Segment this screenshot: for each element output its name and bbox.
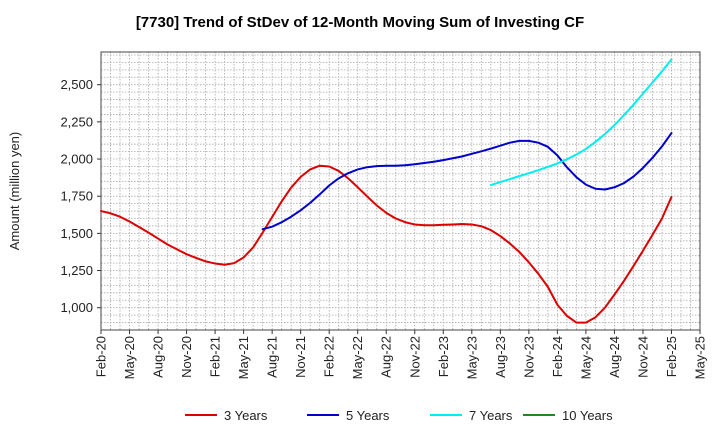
- x-tick-label: May-24: [578, 336, 593, 379]
- plot-border: [100, 51, 701, 331]
- legend-label: 10 Years: [562, 408, 613, 423]
- x-tick-label: Feb-21: [208, 336, 223, 377]
- y-tick-label: 2,500: [60, 77, 93, 92]
- x-tick-label: Aug-21: [265, 336, 280, 378]
- y-tick-label: 1,750: [60, 189, 93, 204]
- series-line-5-years: [261, 132, 673, 231]
- legend-label: 5 Years: [346, 408, 390, 423]
- x-tick-label: May-23: [464, 336, 479, 379]
- y-tick-label: 2,250: [60, 114, 93, 129]
- y-tick-label: 1,250: [60, 263, 93, 278]
- legend-label: 3 Years: [224, 408, 268, 423]
- x-tick-label: Nov-22: [407, 336, 422, 378]
- x-tick-label: Aug-24: [607, 336, 622, 378]
- x-tick-label: Feb-25: [664, 336, 679, 377]
- x-tick-label: Aug-22: [379, 336, 394, 378]
- x-tick-label: Nov-23: [521, 336, 536, 378]
- y-tick-label: 2,000: [60, 152, 93, 167]
- y-tick-label: 1,000: [60, 300, 93, 315]
- x-tick-label: May-20: [122, 336, 137, 379]
- x-tick-label: May-21: [236, 336, 251, 379]
- y-axis-label: Amount (million yen): [7, 132, 22, 251]
- x-tick-label: Aug-23: [493, 336, 508, 378]
- x-tick-label: Nov-20: [179, 336, 194, 378]
- x-tick-label: May-25: [693, 336, 708, 379]
- x-tick-label: May-22: [350, 336, 365, 379]
- x-tick-label: Aug-20: [151, 336, 166, 378]
- x-tick-label: Feb-24: [550, 336, 565, 377]
- x-tick-label: Nov-24: [635, 336, 650, 378]
- series-line-7-years: [489, 58, 673, 187]
- x-tick-label: Nov-21: [293, 336, 308, 378]
- series-line-3-years: [100, 164, 673, 324]
- plot-area: [101, 52, 700, 330]
- y-tick-label: 1,500: [60, 226, 93, 241]
- x-tick-label: Feb-22: [322, 336, 337, 377]
- legend-label: 7 Years: [469, 408, 513, 423]
- chart-title: [7730] Trend of StDev of 12-Month Moving…: [135, 14, 585, 31]
- x-tick-label: Feb-23: [436, 336, 451, 377]
- x-tick-label: Feb-20: [94, 336, 109, 377]
